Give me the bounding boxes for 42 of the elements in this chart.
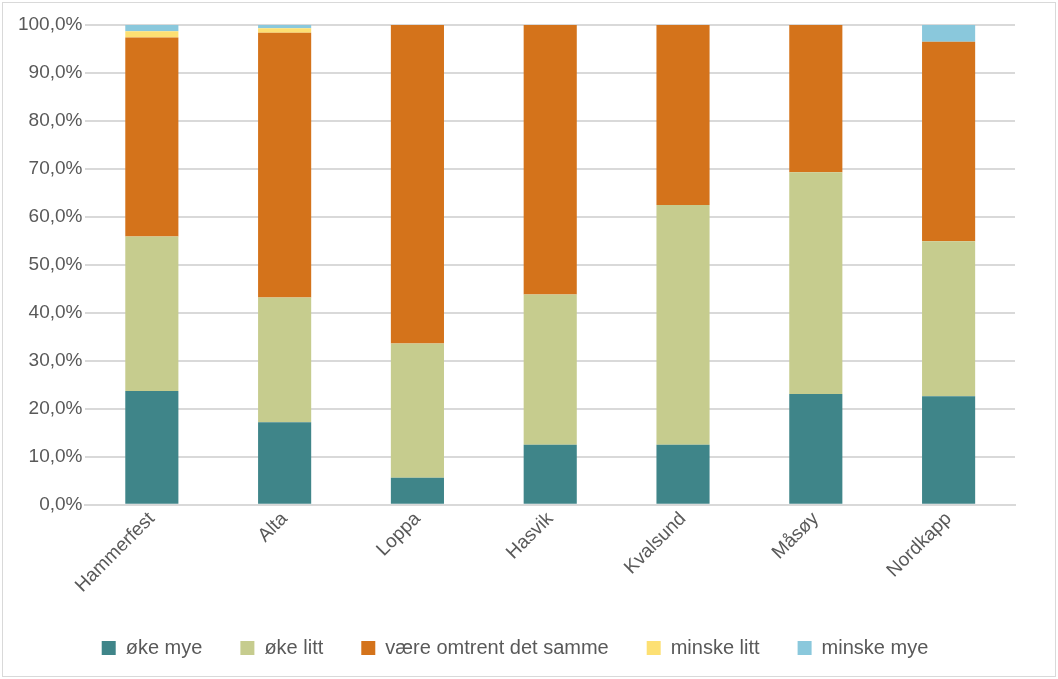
x-tick-label: Alta	[253, 507, 292, 546]
bar	[125, 31, 179, 38]
bar	[922, 41, 976, 242]
y-tick-label: 10,0%	[28, 444, 83, 466]
legend-label: minske mye	[821, 635, 929, 658]
bar	[258, 28, 312, 33]
y-tick-label: 60,0%	[28, 205, 83, 227]
y-tick-label: 100,0%	[17, 13, 83, 35]
bar	[125, 37, 179, 237]
bar	[922, 25, 976, 42]
bar	[789, 25, 843, 173]
bar	[125, 391, 179, 504]
y-tick-label: 90,0%	[28, 61, 83, 83]
bar	[258, 422, 312, 504]
bar	[656, 444, 710, 504]
bar	[523, 25, 577, 295]
y-tick-label: 40,0%	[28, 301, 83, 323]
bar	[523, 444, 577, 504]
legend-label: minske litt	[670, 635, 761, 658]
y-tick-label: 20,0%	[28, 397, 83, 419]
y-tick-label: 30,0%	[28, 349, 83, 371]
bar	[125, 25, 179, 32]
bar	[789, 393, 843, 504]
bar	[390, 343, 444, 478]
legend-label: være omtrent det samme	[385, 635, 609, 658]
bar	[656, 204, 710, 445]
y-tick-label: 50,0%	[28, 253, 83, 275]
legend-label: øke litt	[264, 635, 324, 658]
y-tick-label: 70,0%	[28, 157, 83, 179]
y-tick-label: 0,0%	[39, 492, 83, 514]
bar	[922, 396, 976, 504]
bar	[789, 172, 843, 394]
legend-label: øke mye	[125, 635, 203, 658]
bar	[258, 32, 312, 298]
bar	[390, 25, 444, 344]
bar	[656, 25, 710, 205]
bar	[258, 297, 312, 423]
bar	[922, 241, 976, 397]
bar	[390, 477, 444, 504]
bar	[523, 294, 577, 445]
y-tick-label: 80,0%	[28, 109, 83, 131]
bar	[125, 236, 179, 392]
